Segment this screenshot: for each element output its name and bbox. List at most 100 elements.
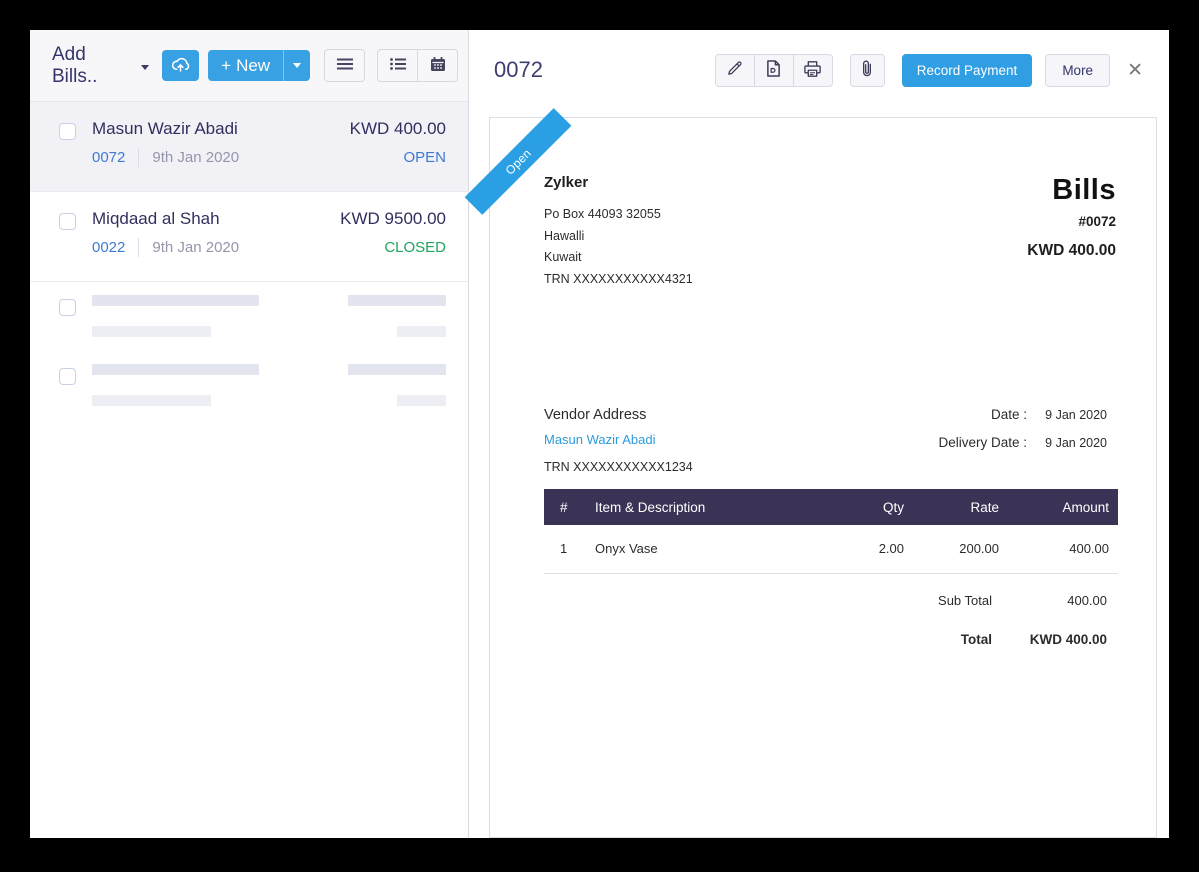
divider: [138, 238, 140, 257]
document-title-block: Bills #0072 KWD 400.00: [1027, 174, 1116, 290]
new-bill-button[interactable]: + New: [208, 50, 283, 81]
bill-list-item[interactable]: Masun Wazir Abadi KWD 400.00 0072 9th Ja…: [30, 102, 468, 192]
document-parties: Vendor Address Masun Wazir Abadi TRN XXX…: [490, 407, 1156, 474]
delivery-date-label: Delivery Date :: [938, 435, 1027, 450]
company-trn: TRN XXXXXXXXXXX4321: [544, 271, 693, 286]
skeleton-bar: [92, 295, 259, 306]
loading-placeholder-row: [30, 282, 468, 351]
column-header-rate: Rate: [913, 489, 1008, 525]
column-header-index: #: [544, 489, 586, 525]
totals-block: Sub Total 400.00 Total KWD 400.00: [490, 593, 1156, 647]
line-item-index: 1: [544, 525, 586, 574]
calendar-view-button[interactable]: [417, 49, 458, 82]
bill-status-badge: OPEN: [403, 149, 446, 166]
vendor-address-heading: Vendor Address: [544, 407, 647, 423]
chevron-down-icon: [141, 64, 150, 70]
company-address-line: Po Box 44093 32055: [544, 207, 661, 221]
bill-checkbox[interactable]: [59, 213, 76, 230]
skeleton-bar: [92, 326, 211, 337]
hamburger-icon: [336, 58, 353, 73]
bill-date: 9th Jan 2020: [152, 239, 240, 256]
new-bill-dropdown-button[interactable]: [283, 50, 310, 81]
bill-list-item[interactable]: Miqdaad al Shah KWD 9500.00 0022 9th Jan…: [30, 192, 468, 282]
bill-date: 9th Jan 2020: [152, 149, 240, 166]
bill-detail-header: 0072: [469, 30, 1169, 110]
subtotal-label: Sub Total: [938, 592, 992, 608]
bill-detail-panel: 0072: [464, 30, 1169, 838]
bills-list-header: Add Bills.. + New: [30, 30, 468, 102]
company-block: Zylker Po Box 44093 32055 Hawalli Kuwait…: [544, 174, 693, 290]
bill-checkbox: [59, 299, 76, 316]
line-items-header-row: # Item & Description Qty Rate Amount: [544, 489, 1118, 525]
plus-icon: +: [221, 55, 232, 75]
bill-number-link[interactable]: 0022: [92, 239, 126, 256]
column-header-description: Item & Description: [586, 489, 825, 525]
bill-amount: KWD 400.00: [349, 119, 446, 138]
bills-list-panel: Add Bills.. + New: [30, 30, 469, 838]
close-icon[interactable]: ✕: [1127, 59, 1143, 81]
document-header: Zylker Po Box 44093 32055 Hawalli Kuwait…: [490, 118, 1156, 290]
vendor-trn: TRN XXXXXXXXXXX1234: [544, 460, 693, 474]
date-label: Date :: [990, 407, 1027, 422]
attachments-button[interactable]: [849, 53, 885, 87]
printer-icon: [804, 60, 822, 80]
delivery-date-value: 9 Jan 2020: [1045, 436, 1107, 450]
bill-amount: KWD 9500.00: [340, 209, 446, 228]
document-number: #0072: [1078, 214, 1116, 229]
chevron-down-icon: [293, 63, 302, 68]
record-payment-button[interactable]: Record Payment: [901, 53, 1033, 87]
list-icon: [389, 58, 406, 73]
bill-vendor-name: Miqdaad al Shah: [92, 209, 220, 228]
calendar-icon: [430, 56, 446, 75]
bill-vendor-name: Masun Wazir Abadi: [92, 119, 238, 138]
document-total-amount: KWD 400.00: [1027, 242, 1116, 259]
company-name: Zylker: [544, 174, 589, 191]
paperclip-icon: [862, 60, 872, 80]
line-items-table: # Item & Description Qty Rate Amount 1 O…: [544, 489, 1118, 574]
pencil-icon: [726, 60, 743, 80]
collapse-list-view-button[interactable]: [324, 49, 365, 82]
document-type: Bills: [1052, 174, 1116, 206]
line-item-description: Onyx Vase: [586, 525, 825, 574]
new-bill-label: New: [236, 55, 271, 75]
skeleton-bar: [397, 395, 446, 406]
bill-checkbox: [59, 368, 76, 385]
bill-checkbox[interactable]: [59, 123, 76, 140]
bill-item-body: Masun Wazir Abadi KWD 400.00 0072 9th Ja…: [92, 119, 446, 191]
dates-block: Date : 9 Jan 2020 Delivery Date : 9 Jan …: [938, 407, 1107, 474]
bills-filter-dropdown[interactable]: Add Bills..: [52, 43, 150, 88]
skeleton-bar: [92, 395, 211, 406]
subtotal-value: 400.00: [1067, 592, 1107, 608]
divider: [138, 148, 140, 167]
bill-detail-actions: Record Payment More ✕: [714, 53, 1143, 87]
line-item-amount: 400.00: [1008, 525, 1118, 574]
cloud-upload-icon: [171, 56, 190, 76]
skeleton-bar: [348, 364, 446, 375]
edit-button[interactable]: [714, 53, 755, 87]
bills-app-window: Add Bills.. + New: [30, 30, 1169, 838]
list-view-button[interactable]: [377, 49, 418, 82]
vendor-name-link[interactable]: Masun Wazir Abadi: [544, 432, 656, 447]
vendor-block: Vendor Address Masun Wazir Abadi TRN XXX…: [544, 407, 693, 474]
print-button[interactable]: [792, 53, 833, 87]
bill-number-link[interactable]: 0072: [92, 149, 126, 166]
doc-action-group: [714, 53, 833, 87]
column-header-qty: Qty: [825, 489, 913, 525]
upload-bills-button[interactable]: [162, 50, 200, 81]
skeleton-bar: [348, 295, 446, 306]
skeleton-bar: [397, 326, 446, 337]
line-item-rate: 200.00: [913, 525, 1008, 574]
loading-placeholder-row: [30, 351, 468, 420]
total-label: Total: [960, 631, 992, 647]
view-toggle-group: [377, 49, 458, 82]
total-value: KWD 400.00: [1029, 631, 1107, 647]
more-button[interactable]: More: [1045, 53, 1111, 87]
bills-filter-label: Add Bills..: [52, 43, 98, 87]
line-item-qty: 2.00: [825, 525, 913, 574]
column-header-amount: Amount: [1008, 489, 1118, 525]
bill-item-body: Miqdaad al Shah KWD 9500.00 0022 9th Jan…: [92, 209, 446, 281]
pdf-button[interactable]: [753, 53, 794, 87]
bill-detail-title: 0072: [494, 57, 543, 82]
date-value: 9 Jan 2020: [1045, 408, 1107, 422]
skeleton-bar: [92, 364, 259, 375]
